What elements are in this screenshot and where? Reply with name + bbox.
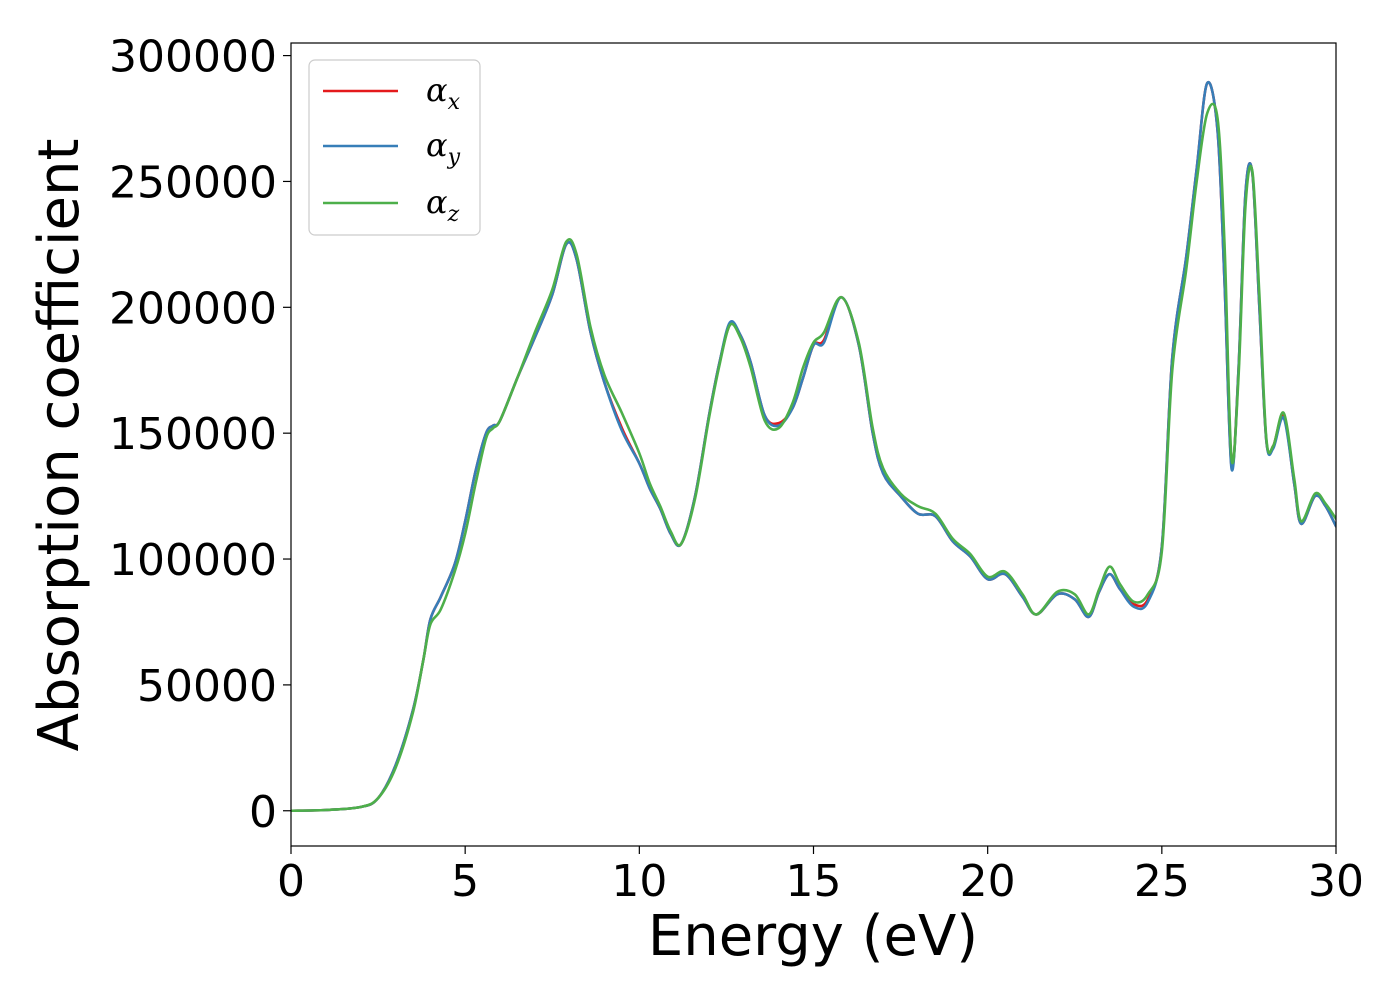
x-axis-label: Energy (eV) <box>648 904 978 969</box>
x-tick-label: 15 <box>786 856 842 907</box>
y-tick-label: 300000 <box>109 32 277 83</box>
y-tick-label: 150000 <box>109 409 277 460</box>
y-tick-label: 100000 <box>109 535 277 586</box>
legend-box <box>308 59 481 236</box>
y-tick-label: 0 <box>249 787 277 838</box>
x-tick-label: 25 <box>1134 856 1190 907</box>
y-tick-label: 50000 <box>137 661 277 712</box>
x-tick-label: 30 <box>1308 856 1364 907</box>
x-tick-label: 20 <box>960 856 1016 907</box>
y-axis-label: Absorption coefficient <box>27 139 92 752</box>
x-tick-label: 5 <box>451 856 479 907</box>
series-lines-layer <box>291 80 1336 813</box>
legend-label-z: αz <box>426 183 460 227</box>
x-tick-label: 10 <box>611 856 667 907</box>
ticks-layer: 0 5 10 15 20 25 30 0 50000 100000 150000 200000 2500… <box>109 32 1364 907</box>
y-tick-label: 250000 <box>109 157 277 208</box>
y-tick-label: 200000 <box>109 283 277 334</box>
series-line-z <box>291 102 1336 813</box>
x-tick-label: 0 <box>277 856 305 907</box>
